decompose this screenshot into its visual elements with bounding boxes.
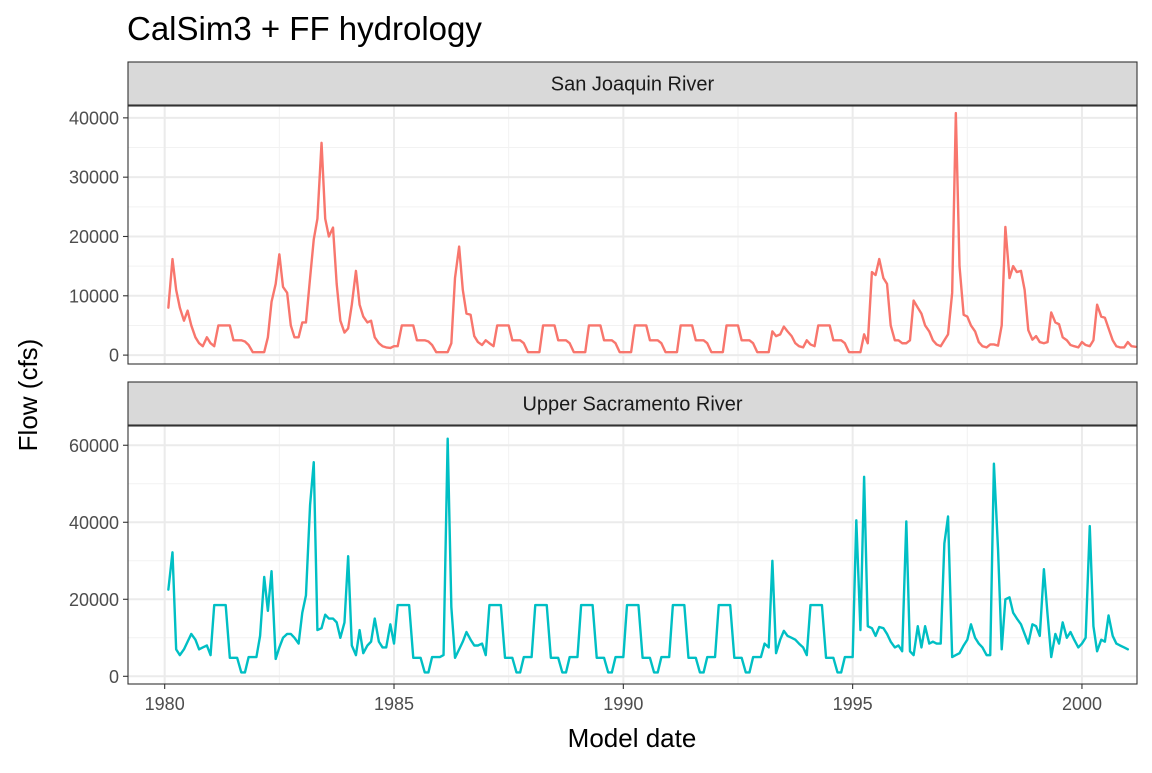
y-tick-label: 0 xyxy=(109,346,119,366)
x-axis-title: Model date xyxy=(568,723,697,753)
plot-title: CalSim3 + FF hydrology xyxy=(127,10,482,47)
facet-panel: Upper Sacramento River 0 20000 40000 60000 xyxy=(69,381,1138,687)
x-tick-label: 1995 xyxy=(833,694,873,714)
y-tick-label: 20000 xyxy=(69,227,119,247)
facet-panels: San Joaquin River010000200003000040000Up… xyxy=(69,61,1138,687)
facet-strip xyxy=(127,381,1138,426)
facet-panel: San Joaquin River 0 10000 20000 30000 40000 xyxy=(69,61,1138,366)
y-tick-label: 0 xyxy=(109,667,119,687)
facet-strip-label: Upper Sacramento River xyxy=(522,394,742,416)
panel-border xyxy=(127,425,1138,685)
y-tick-label: 10000 xyxy=(69,286,119,306)
x-tick-label: 2000 xyxy=(1062,694,1102,714)
facet-strip xyxy=(127,61,1138,106)
x-axis: 1980 1985 1990 1995 2000 xyxy=(145,684,1102,714)
y-tick-label: 20000 xyxy=(69,590,119,610)
y-tick-label: 30000 xyxy=(69,168,119,188)
x-tick-label: 1985 xyxy=(374,694,414,714)
y-axis-title: Flow (cfs) xyxy=(13,339,43,452)
panel-border xyxy=(127,105,1138,365)
y-tick-label: 40000 xyxy=(69,513,119,533)
y-tick-label: 60000 xyxy=(69,436,119,456)
facet-strip-label: San Joaquin River xyxy=(551,74,715,96)
x-tick-label: 1980 xyxy=(145,694,185,714)
x-tick-label: 1990 xyxy=(603,694,643,714)
series-line xyxy=(167,437,1130,674)
y-tick-label: 40000 xyxy=(69,108,119,128)
series-line xyxy=(167,111,1137,354)
